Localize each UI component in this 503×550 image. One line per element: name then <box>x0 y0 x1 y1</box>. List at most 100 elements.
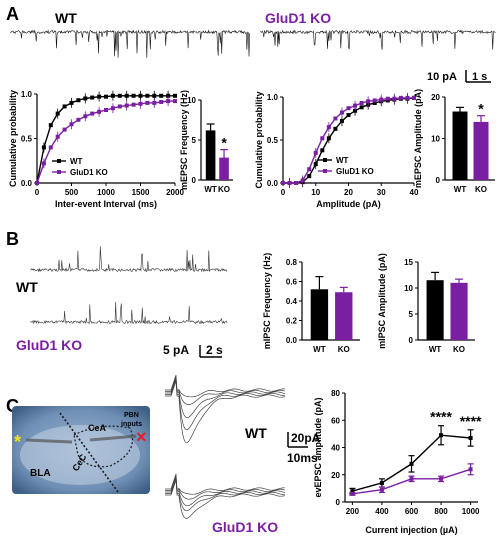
data-point <box>124 103 129 108</box>
data-point <box>83 114 88 119</box>
data-point <box>468 435 473 440</box>
x-tick-label: WT <box>313 345 326 354</box>
y-tick-label: 20 <box>331 471 340 480</box>
y-tick-label: 10 <box>187 96 196 105</box>
slice-label-bla: BLA <box>30 468 51 479</box>
data-point <box>104 108 108 113</box>
data-point <box>468 467 473 472</box>
data-point <box>346 113 351 118</box>
data-point <box>166 93 171 98</box>
legend-label: WT <box>336 156 349 165</box>
x-tick-label: 40 <box>410 188 419 197</box>
y-tick-label: 0.2 <box>286 317 298 326</box>
data-point <box>326 125 331 130</box>
data-point <box>353 103 358 108</box>
data-point <box>392 96 397 101</box>
data-point <box>97 94 102 99</box>
y-tick-label: 0.0 <box>286 336 298 345</box>
slice-image: CeA PBN inputs CeC BLA * × <box>12 406 150 494</box>
x-tick-label: 400 <box>375 507 389 516</box>
chart-b2-mipsc-amplitude: 0 5 10 15 mIPSC Amplitude (pA) WT KO <box>377 253 475 354</box>
y-tick-label: 0.8 <box>286 258 298 267</box>
y-tick-label: 1.0 <box>21 90 33 99</box>
data-point <box>35 181 39 185</box>
bar-ko <box>219 157 229 180</box>
trace-label-ko-a: GluD1 KO <box>265 10 331 26</box>
data-point <box>76 117 81 122</box>
x-tick-label: 1500 <box>132 188 150 197</box>
data-point <box>366 99 371 104</box>
data-point <box>409 476 414 481</box>
y-tick-label: 0 <box>336 498 341 507</box>
data-point <box>76 98 81 103</box>
evoked-sweep <box>165 376 286 405</box>
data-point <box>104 94 108 99</box>
data-point <box>69 100 74 105</box>
data-point <box>145 100 150 105</box>
evoked-sweep <box>165 374 285 398</box>
trace-wt-evoked <box>165 374 286 444</box>
x-tick-label: 2000 <box>166 188 184 197</box>
slice-label-cea: CeA <box>88 423 107 433</box>
data-point <box>55 111 60 116</box>
data-point <box>117 104 122 109</box>
y-tick-label: 15 <box>404 258 413 267</box>
significance-mark: **** <box>460 413 482 429</box>
bar-wt <box>452 111 468 180</box>
data-point <box>55 134 60 139</box>
panel-label-b: B <box>6 229 19 249</box>
x-tick-label: 0 <box>281 188 286 197</box>
data-point <box>131 102 136 107</box>
data-point <box>152 100 157 105</box>
data-point <box>110 106 115 111</box>
legend-marker <box>323 169 327 173</box>
data-point <box>313 162 318 167</box>
trace-label-wt-b: WT <box>16 279 38 295</box>
x-tick-label: WT <box>429 345 442 354</box>
data-point <box>124 93 129 98</box>
evoked-sweep <box>165 476 286 507</box>
data-point <box>326 136 331 141</box>
data-point <box>353 108 358 113</box>
y-axis-label: mEPSC Frequency (Hz) <box>179 90 189 190</box>
data-point <box>350 489 355 494</box>
data-point <box>90 95 95 100</box>
y-axis-label: mIPSC Amplitude (pA) <box>377 253 387 349</box>
record-x-icon: × <box>136 427 147 447</box>
x-tick-label: KO <box>453 345 465 354</box>
scalebar-a: 10 pA 1 s <box>427 70 491 83</box>
evoked-sweep <box>165 379 285 431</box>
significance-mark: * <box>478 101 484 117</box>
data-point <box>138 93 143 98</box>
data-point <box>320 136 325 141</box>
x-tick-label: KO <box>218 185 230 194</box>
y-axis-label: mIPSC Frequency (Hz) <box>262 253 272 350</box>
x-tick-label: 500 <box>65 188 79 197</box>
trace-wt-mipsc <box>30 246 228 273</box>
data-point <box>138 101 143 106</box>
legend-label: GluD1 KO <box>336 167 374 176</box>
data-point <box>62 127 67 132</box>
significance-mark: * <box>221 135 227 151</box>
bar-ko <box>335 292 353 340</box>
trace-ko-mipsc <box>29 301 228 325</box>
trace-line <box>29 301 228 325</box>
data-point <box>90 111 95 116</box>
data-point <box>359 105 364 110</box>
x-tick-label: KO <box>475 185 487 194</box>
y-tick-label: 10 <box>404 284 413 293</box>
y-tick-label: 40 <box>331 444 340 453</box>
y-axis-label: Cumulative probability <box>254 91 264 188</box>
data-point <box>409 461 414 466</box>
data-point <box>173 99 177 104</box>
y-tick-label: 5 <box>409 310 414 319</box>
y-tick-label: 0.0 <box>267 179 279 188</box>
data-point <box>333 126 338 131</box>
scalebar-c: 20pA 10ms <box>287 431 321 465</box>
data-point <box>439 433 444 438</box>
legend-marker <box>57 170 61 174</box>
data-point <box>339 119 344 124</box>
x-axis-label: Amplitude (pA) <box>316 199 381 209</box>
trace-line <box>259 29 496 50</box>
